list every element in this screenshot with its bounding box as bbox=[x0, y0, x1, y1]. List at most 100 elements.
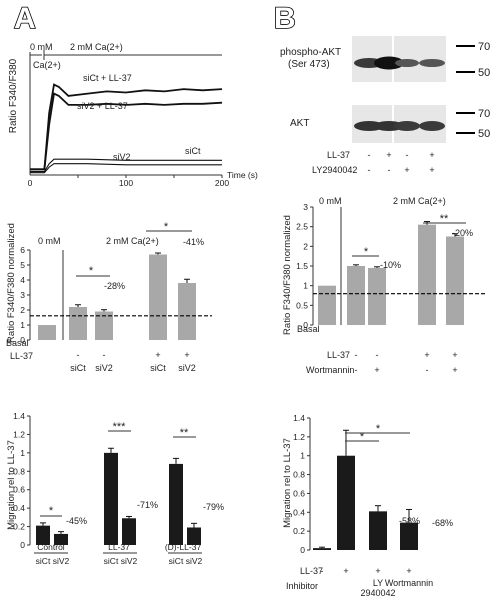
b3-row-ll37: LL-37 bbox=[300, 566, 323, 576]
b2-y-tick-label: 1.5 bbox=[296, 261, 308, 271]
a3-bar bbox=[36, 525, 50, 545]
a2-bar bbox=[149, 254, 167, 340]
a1-annot-ca: 2 mM Ca(2+) bbox=[70, 42, 123, 52]
b1-ly-label: - bbox=[388, 165, 391, 175]
a2-y-tick-label: 4 bbox=[20, 275, 25, 285]
a3-annot-71: -71% bbox=[137, 500, 158, 510]
a1-series-label-1: siCt + LL-37 bbox=[83, 73, 132, 83]
a1-series-line bbox=[30, 83, 223, 171]
blot-marker-70b: 70 bbox=[478, 108, 490, 120]
b3-inhibitor-label: Wortmannin bbox=[385, 578, 433, 588]
b1-ll37-label: - bbox=[368, 150, 371, 160]
blot-marker-70: 70 bbox=[478, 41, 490, 53]
a3-category-label: siV2 bbox=[186, 556, 203, 566]
a2-y-tick-label: 6 bbox=[20, 245, 25, 255]
b3-y-tick-label: 1 bbox=[300, 451, 305, 461]
b3-annot-68: -68% bbox=[432, 518, 453, 528]
b2-ylabel: Ratio F340/F380 normalized bbox=[282, 215, 293, 335]
a3-ylabel: Migration rel to LL-37 bbox=[6, 440, 17, 530]
a2-bar bbox=[69, 307, 87, 340]
b3-y-tick-label: 0.8 bbox=[293, 470, 305, 480]
b1-ll37-label: - bbox=[406, 150, 409, 160]
b2-sig-1: * bbox=[364, 246, 369, 258]
b2-row-wortmannin: Wortmannin bbox=[306, 365, 354, 375]
b3-sig-1: * bbox=[360, 431, 365, 443]
blot-label-phospho: phospho-AKT bbox=[280, 47, 341, 58]
a3-annot-79: -79% bbox=[203, 502, 224, 512]
a3-y-tick-label: 0.4 bbox=[13, 503, 25, 513]
a3-y-tick-label: 1.4 bbox=[13, 411, 25, 421]
a1-xlabel: Time (s) bbox=[227, 170, 258, 180]
a2-bar bbox=[178, 283, 196, 340]
a3-y-tick-label: 0.6 bbox=[13, 485, 25, 495]
b3-ylabel: Migration rel to LL-37 bbox=[282, 438, 293, 528]
b2-y-tick-label: 1 bbox=[303, 281, 308, 291]
a2-sig-1: * bbox=[89, 265, 94, 277]
panel-letter-b: B bbox=[274, 2, 296, 35]
a3-annot-45: -45% bbox=[66, 516, 87, 526]
a3-y-tick-label: 1 bbox=[20, 448, 25, 458]
b2-ll37-label: + bbox=[424, 350, 429, 360]
a1-xtick-0: 0 bbox=[28, 178, 33, 188]
chart-b2-calcium: Ratio F340/F380 normalized 0 mM 2 mM Ca(… bbox=[282, 196, 487, 375]
b2-ll37-label: - bbox=[376, 350, 379, 360]
a3-y-tick-label: 1.2 bbox=[13, 429, 25, 439]
blot-band bbox=[374, 56, 404, 70]
b2-ll37-label: - bbox=[355, 350, 358, 360]
a3-y-tick-label: 0 bbox=[20, 540, 25, 550]
blot-band bbox=[419, 121, 445, 131]
blot-band bbox=[419, 59, 445, 67]
b3-sig-2: * bbox=[376, 423, 381, 435]
a2-y-tick-label: 0 bbox=[20, 335, 25, 345]
a2-ylabel: Ratio F340/F380 normalized bbox=[6, 223, 17, 343]
a1-xtick-200: 200 bbox=[215, 178, 229, 188]
b3-y-tick-label: 1.4 bbox=[293, 413, 305, 423]
a2-sirna-label: siCt bbox=[150, 363, 166, 373]
blot-row-ll37: LL-37 bbox=[327, 150, 350, 160]
a2-ll37-label: + bbox=[155, 350, 160, 360]
a3-bar bbox=[54, 533, 68, 545]
a3-category-label: siV2 bbox=[53, 556, 70, 566]
a1-series-line bbox=[30, 163, 222, 174]
a1-annot-0mm: 0 mM bbox=[30, 42, 53, 52]
a3-bar bbox=[169, 463, 183, 545]
b2-y-tick-label: 2 bbox=[303, 241, 308, 251]
b3-ll37-label: + bbox=[343, 566, 348, 576]
b2-wortmannin-label: - bbox=[355, 365, 358, 375]
blot-marker-50b: 50 bbox=[478, 128, 490, 140]
a3-category-label: siCt bbox=[169, 556, 184, 566]
chart-a2-calcium: Ratio F340/F380 normalized 0 mM 2 mM Ca(… bbox=[6, 221, 212, 373]
b2-bar bbox=[446, 236, 464, 325]
blot-strip-2 bbox=[394, 36, 446, 82]
b3-y-tick-label: 0 bbox=[300, 545, 305, 555]
a2-y-tick-label: 5 bbox=[20, 260, 25, 270]
a2-annot-0mm: 0 mM bbox=[38, 236, 61, 246]
b2-row-ll37: LL-37 bbox=[327, 350, 350, 360]
b2-bar bbox=[368, 267, 386, 325]
a2-ll37-label: - bbox=[103, 350, 106, 360]
b2-bar bbox=[418, 224, 436, 325]
a3-y-tick-label: 0.8 bbox=[13, 466, 25, 476]
b2-ll37-label: + bbox=[452, 350, 457, 360]
b3-y-tick-label: 0.2 bbox=[293, 526, 305, 536]
a1-series-label-3: siCt bbox=[185, 146, 201, 156]
a3-group-dll37: (D)-LL-37 bbox=[165, 542, 202, 552]
b2-y-tick-label: 3 bbox=[303, 202, 308, 212]
a2-bar bbox=[38, 325, 56, 340]
a1-series-label-4: siV2 bbox=[113, 152, 131, 162]
a1-annot-ca-small: Ca(2+) bbox=[33, 60, 61, 70]
b1-ll37-label: + bbox=[386, 150, 391, 160]
b1-ly-label: + bbox=[404, 165, 409, 175]
a2-annot-28: -28% bbox=[104, 281, 125, 291]
a2-sirna-label: siV2 bbox=[178, 363, 196, 373]
b3-ll37-label: + bbox=[375, 566, 380, 576]
a3-group-ll37: LL-37 bbox=[108, 542, 130, 552]
b3-y-tick-label: 0.6 bbox=[293, 488, 305, 498]
a3-group-control: Control bbox=[37, 542, 65, 552]
a2-annot-ca: 2 mM Ca(2+) bbox=[106, 236, 159, 246]
b1-ly-label: + bbox=[429, 165, 434, 175]
a2-sirna-label: siV2 bbox=[95, 363, 113, 373]
b2-annot-ca: 2 mM Ca(2+) bbox=[393, 196, 446, 206]
b2-annot-0mm: 0 mM bbox=[319, 196, 342, 206]
a2-y-tick-label: 1 bbox=[20, 320, 25, 330]
